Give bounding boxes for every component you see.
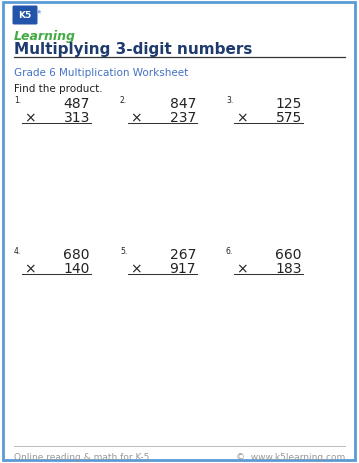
Text: 313: 313 (64, 111, 90, 125)
Text: 2.: 2. (120, 96, 127, 105)
Text: 487: 487 (64, 97, 90, 111)
Text: 680: 680 (64, 247, 90, 262)
Text: K5: K5 (18, 12, 32, 20)
Text: 847: 847 (169, 97, 196, 111)
Text: Learning: Learning (14, 30, 76, 43)
Text: ×: × (130, 111, 141, 125)
Text: 4.: 4. (14, 246, 21, 256)
Text: Online reading & math for K-5: Online reading & math for K-5 (14, 452, 149, 461)
Text: Multiplying 3-digit numbers: Multiplying 3-digit numbers (14, 42, 252, 57)
Text: ×: × (130, 262, 141, 275)
FancyBboxPatch shape (13, 6, 37, 25)
Text: 917: 917 (169, 262, 196, 275)
Text: ★: ★ (36, 9, 42, 15)
FancyBboxPatch shape (3, 3, 355, 460)
Text: ×: × (24, 111, 36, 125)
Text: ×: × (236, 262, 248, 275)
Text: 5.: 5. (120, 246, 127, 256)
Text: 660: 660 (275, 247, 302, 262)
Text: ©  www.k5learning.com: © www.k5learning.com (236, 452, 345, 461)
Text: ×: × (236, 111, 248, 125)
Text: 125: 125 (276, 97, 302, 111)
Text: 3.: 3. (226, 96, 233, 105)
Text: Grade 6 Multiplication Worksheet: Grade 6 Multiplication Worksheet (14, 68, 188, 78)
Text: 6.: 6. (226, 246, 233, 256)
Text: 183: 183 (275, 262, 302, 275)
Text: Find the product.: Find the product. (14, 84, 103, 94)
Text: ×: × (24, 262, 36, 275)
Text: 267: 267 (169, 247, 196, 262)
Text: 575: 575 (276, 111, 302, 125)
Text: 237: 237 (170, 111, 196, 125)
Text: 140: 140 (64, 262, 90, 275)
Text: 1.: 1. (14, 96, 21, 105)
